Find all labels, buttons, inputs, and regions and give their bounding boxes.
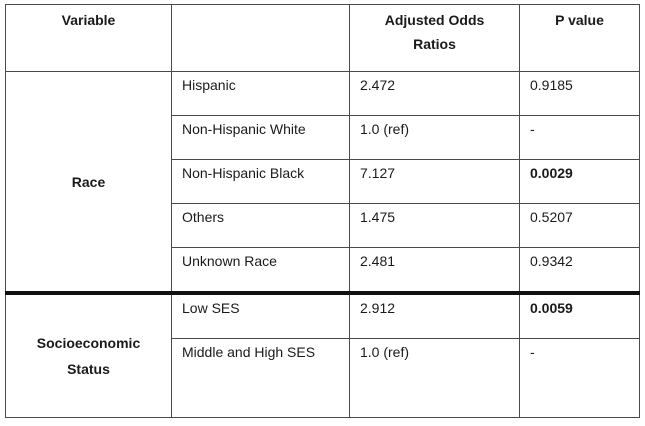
row-p-value: - xyxy=(519,115,640,160)
row-label: Unknown Race xyxy=(171,247,350,294)
row-p-value: 0.5207 xyxy=(519,203,640,248)
row-aor: 7.127 xyxy=(349,159,520,204)
table-row: Non-Hispanic White 1.0 (ref) - xyxy=(6,115,640,160)
group-socioeconomic-status: Socioeconomic Status xyxy=(5,291,172,418)
table-row: Middle and High SES 1.0 (ref) - xyxy=(6,338,640,418)
row-aor: 2.472 xyxy=(349,71,520,116)
table-row: Others 1.475 0.5207 xyxy=(6,203,640,248)
row-label: Hispanic xyxy=(171,71,350,116)
row-p-value: - xyxy=(519,338,640,418)
table-row: Socioeconomic Status Low SES 2.912 0.005… xyxy=(5,291,640,418)
row-aor: 2.912 xyxy=(349,291,520,339)
table-row: Unknown Race 2.481 0.9342 xyxy=(6,247,640,294)
row-aor: 1.0 (ref) xyxy=(349,115,520,160)
header-row: Variable Adjusted Odds Ratios P value xyxy=(5,4,640,72)
row-label: Non-Hispanic White xyxy=(171,115,350,160)
row-p-value: 0.0029 xyxy=(519,159,640,204)
row-p-value: 0.9185 xyxy=(519,71,640,116)
row-aor: 1.475 xyxy=(349,203,520,248)
row-label: Non-Hispanic Black xyxy=(171,159,350,204)
row-p-value: 0.0059 xyxy=(519,291,640,339)
header-variable: Variable xyxy=(5,4,172,72)
table-row: Race Hispanic 2.472 0.9185 xyxy=(5,71,640,294)
row-aor: 2.481 xyxy=(349,247,520,294)
results-table: Variable Adjusted Odds Ratios P value Rac… xyxy=(5,4,640,418)
row-label: Others xyxy=(171,203,350,248)
row-label: Middle and High SES xyxy=(171,338,350,418)
row-aor: 1.0 (ref) xyxy=(349,338,520,418)
header-adjusted-odds-ratios: Adjusted Odds Ratios xyxy=(349,4,520,72)
row-p-value: 0.9342 xyxy=(519,247,640,294)
group-race: Race xyxy=(5,71,172,294)
odds-ratio-table: Variable Adjusted Odds Ratios P value Rac… xyxy=(5,4,640,421)
header-p-value: P value xyxy=(519,4,640,72)
row-label: Low SES xyxy=(171,291,350,339)
header-subgroup xyxy=(171,4,350,72)
